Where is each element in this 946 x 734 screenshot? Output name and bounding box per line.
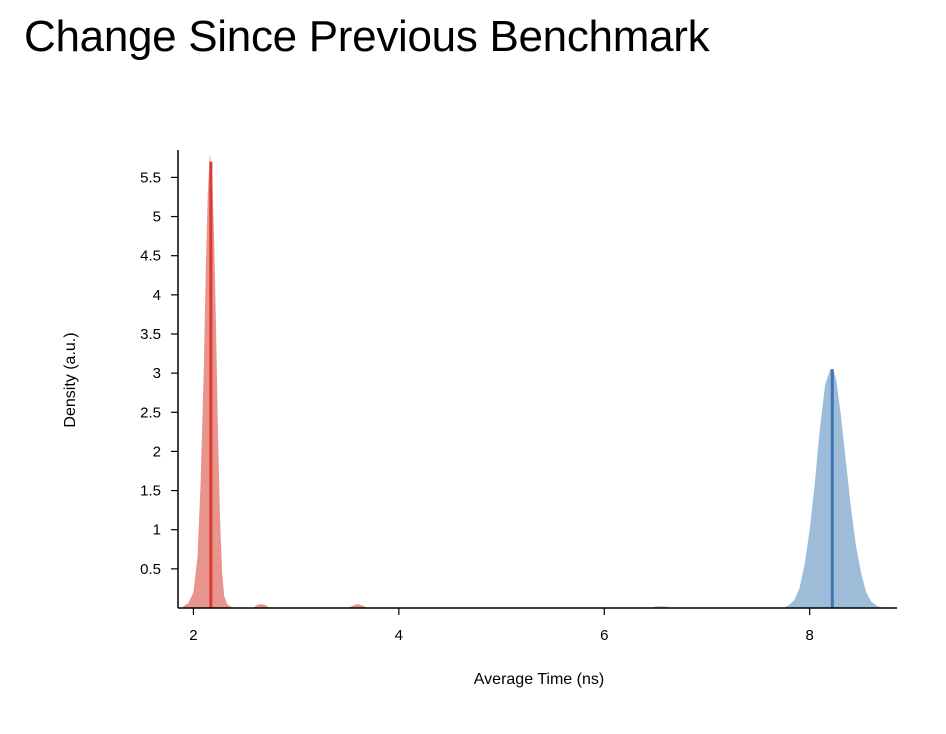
x-tick-label: 2	[189, 627, 197, 644]
density-areas	[183, 153, 882, 608]
y-axis-label: Density (a.u.)	[62, 332, 79, 427]
y-tick-label: 3	[153, 365, 161, 382]
x-tick-label: 6	[600, 627, 608, 644]
density-area-1	[183, 153, 235, 608]
y-tick-label: 4	[153, 287, 161, 304]
x-axis-ticks: 2 4 6 8	[189, 608, 814, 644]
y-tick-label: 5.5	[140, 169, 161, 186]
y-tick-label: 2.5	[140, 404, 161, 421]
y-tick-label: 5	[153, 209, 161, 226]
y-tick-label: 0.5	[140, 561, 161, 578]
y-tick-label: 1	[153, 522, 161, 539]
x-axis-label: Average Time (ns)	[474, 671, 604, 688]
density-bump-1-2	[347, 604, 369, 608]
y-axis-ticks: 0.5 1 1.5 2 2.5 3 3.5 4 4.5 5 5.5	[140, 169, 178, 578]
x-tick-label: 4	[395, 627, 403, 644]
mean-lines	[209, 161, 834, 608]
chart-title: Change Since Previous Benchmark	[24, 12, 710, 61]
y-tick-label: 1.5	[140, 483, 161, 500]
x-tick-label: 8	[806, 627, 814, 644]
density-bump-1-1	[252, 604, 270, 608]
y-tick-label: 3.5	[140, 326, 161, 343]
y-tick-label: 4.5	[140, 248, 161, 265]
y-tick-label: 2	[153, 443, 161, 460]
